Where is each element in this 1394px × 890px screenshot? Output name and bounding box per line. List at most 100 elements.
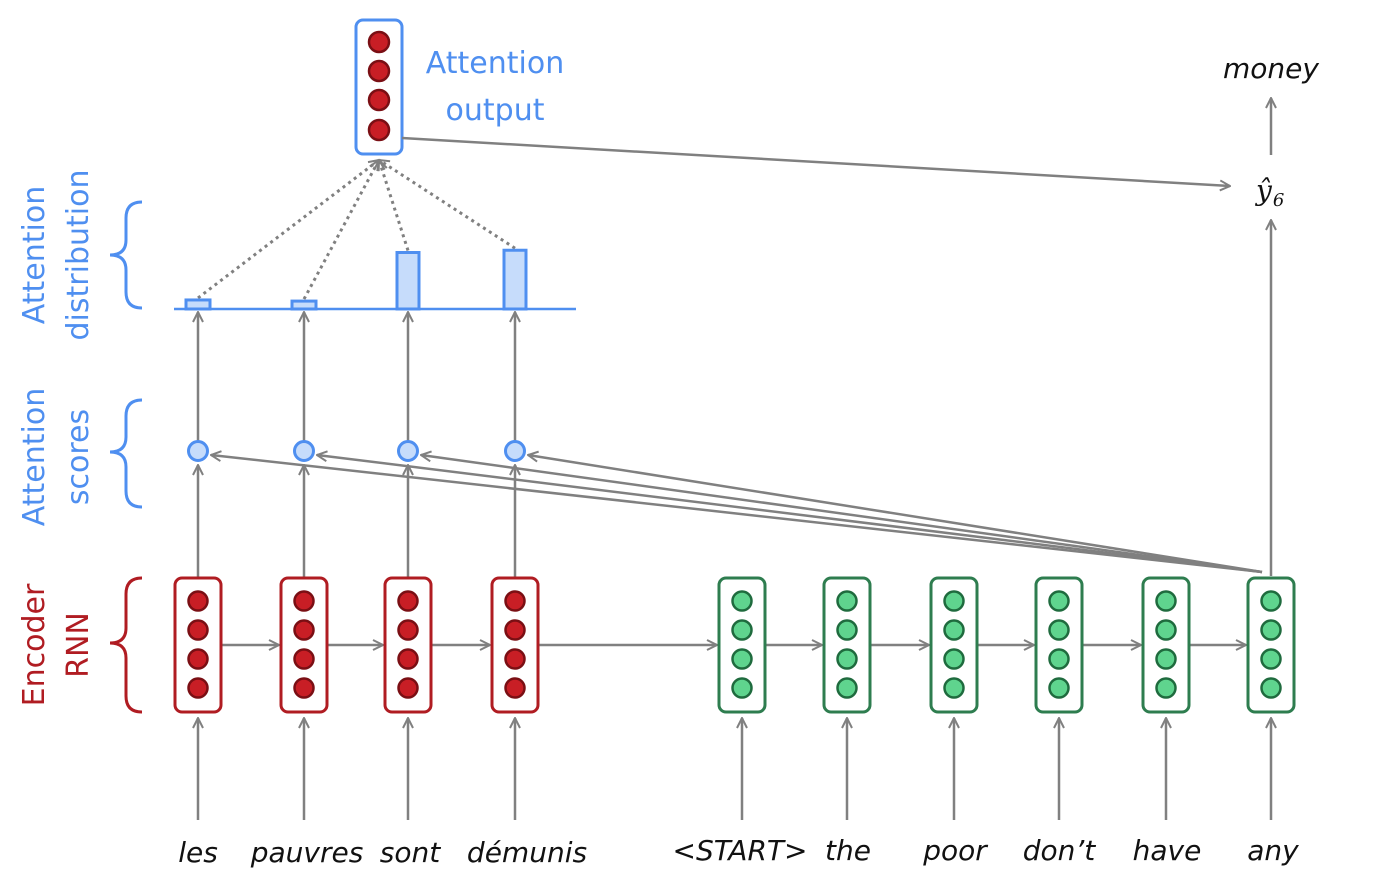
encoder-cell-box — [173, 576, 223, 714]
attention-output-neuron — [367, 30, 391, 54]
attention-output-neuron — [367, 88, 391, 112]
attention-output-neuron — [367, 59, 391, 83]
decoder-word: <START> — [673, 834, 808, 867]
attention-distribution-label-line1: Attention — [17, 186, 52, 324]
attention-output-label-line2: output — [446, 93, 545, 128]
yhat-subscript: 6 — [1273, 190, 1284, 211]
encoder-cell-box — [279, 576, 329, 714]
decoder-neuron — [731, 590, 753, 612]
decoder-neuron — [731, 619, 753, 641]
weighted-sum-arrow — [197, 160, 379, 300]
decoder-cell-box — [1034, 576, 1084, 714]
decoder-to-score-arrow — [421, 455, 1263, 574]
encoder-neuron — [187, 619, 209, 641]
encoder-neuron — [187, 590, 209, 612]
decoder-word: don’t — [1023, 834, 1097, 867]
decoder-cell — [1034, 576, 1084, 714]
decoder-cell-box — [1246, 576, 1296, 714]
encoder-neuron — [504, 590, 526, 612]
decoder-cell — [822, 576, 872, 714]
decoder-cell — [717, 576, 767, 714]
decoder-cells — [717, 576, 1296, 714]
decoder-neuron — [836, 619, 858, 641]
decoder-cell — [1141, 576, 1191, 714]
encoder-rnn-label-line2: RNN — [61, 612, 96, 678]
decoder-neuron — [943, 677, 965, 699]
attention-output-label-line1: Attention — [426, 46, 564, 81]
encoder-neuron — [397, 677, 419, 699]
encoder-neuron — [187, 648, 209, 670]
attention-scores-label-line2: scores — [61, 409, 96, 505]
decoder-cell — [1246, 576, 1296, 714]
encoder-rnn-brace — [109, 576, 143, 714]
decoder-cell-box — [1141, 576, 1191, 714]
yhat-symbol: ŷ — [1254, 174, 1273, 207]
attention-output-to-yhat-arrow — [401, 136, 1230, 186]
attention-score-node — [293, 440, 315, 462]
attention-distribution-bar — [184, 298, 212, 311]
weighted-sum-arrow — [302, 160, 381, 300]
encoder-neuron — [293, 619, 315, 641]
decoder-neuron — [1260, 619, 1282, 641]
decoder-neuron — [1155, 619, 1177, 641]
attention-distribution-label: Attention distribution — [17, 170, 96, 341]
decoder-word: poor — [922, 834, 988, 867]
attention-score-node — [187, 440, 209, 462]
decoder-to-score-arrow — [528, 455, 1263, 574]
attention-scores-label-line1: Attention — [17, 388, 52, 526]
decoder-neuron — [1048, 590, 1070, 612]
attention-distribution-bar — [290, 299, 318, 311]
arrows — [198, 98, 1271, 820]
encoder-neuron — [397, 619, 419, 641]
attention-output-neuron — [367, 118, 391, 142]
encoder-word: pauvres — [250, 836, 364, 869]
encoder-cell-box — [490, 576, 540, 714]
attention-distribution-bar — [502, 248, 528, 311]
decoder-cell-box — [717, 576, 767, 714]
decoder-neuron — [1048, 648, 1070, 670]
decoder-neuron — [836, 590, 858, 612]
decoder-neuron — [1260, 648, 1282, 670]
encoder-neuron — [293, 648, 315, 670]
attention-scores-label: Attention scores — [17, 388, 96, 526]
decoder-word: have — [1133, 834, 1202, 867]
decoder-cell-box — [929, 576, 979, 714]
decoder-neuron — [1260, 677, 1282, 699]
decoder-cell-box — [822, 576, 872, 714]
encoder-neuron — [293, 590, 315, 612]
attention-score-node — [504, 440, 526, 462]
attention-output-vector — [354, 18, 404, 156]
decoder-neuron — [731, 677, 753, 699]
decoder-neuron — [943, 619, 965, 641]
input-words: les pauvres sont démunis <START> the poor don’t… — [178, 834, 1299, 869]
decoder-neuron — [1048, 677, 1070, 699]
decoder-neuron — [731, 648, 753, 670]
encoder-cell — [490, 576, 540, 714]
attention-scores-brace — [109, 398, 143, 509]
decoder-neuron — [836, 648, 858, 670]
weighted-sum-arrow — [379, 158, 516, 250]
decoder-to-score-arrow — [317, 455, 1263, 574]
decoder-word: the — [825, 834, 871, 867]
attention-distribution-bars — [184, 248, 528, 311]
attention-output-label: Attention output — [426, 46, 564, 128]
decoder-cell — [929, 576, 979, 714]
encoder-neuron — [504, 648, 526, 670]
decoder-neuron — [1048, 619, 1070, 641]
encoder-rnn-label: Encoder RNN — [17, 583, 96, 706]
decoder-to-score-arrow — [211, 455, 1263, 574]
decoder-word: any — [1247, 834, 1299, 867]
encoder-neuron — [187, 677, 209, 699]
encoder-cell — [383, 576, 433, 714]
decoder-neuron — [1155, 677, 1177, 699]
output-word: money — [1223, 52, 1319, 85]
encoder-cells — [173, 576, 540, 714]
weighted-sum-arrow — [379, 160, 410, 251]
attention-score-nodes — [187, 440, 526, 462]
encoder-cell — [279, 576, 329, 714]
encoder-neuron — [397, 648, 419, 670]
encoder-cell — [173, 576, 223, 714]
decoder-neuron — [1155, 590, 1177, 612]
decoder-neuron — [943, 590, 965, 612]
attention-output-box — [354, 18, 404, 156]
